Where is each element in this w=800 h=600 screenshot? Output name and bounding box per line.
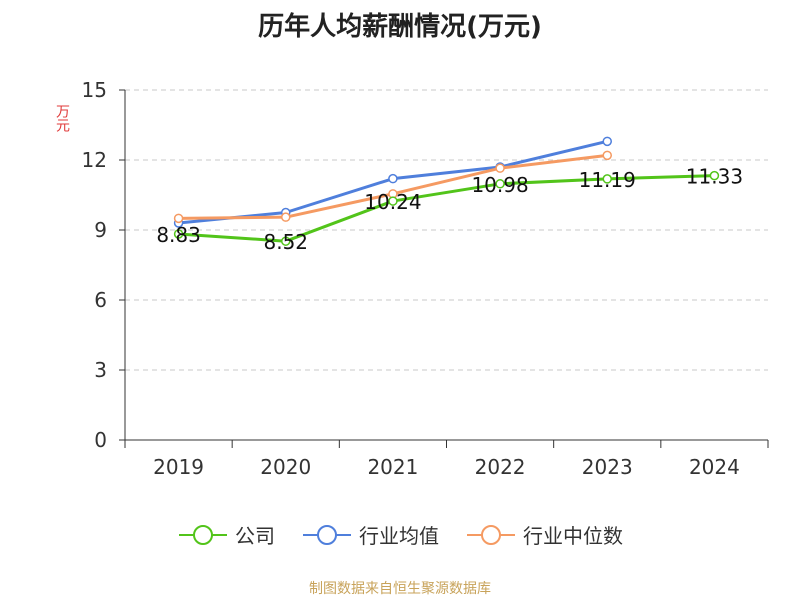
y-tick-label: 3 bbox=[94, 358, 107, 382]
legend-swatch-industry-median bbox=[467, 524, 515, 545]
legend: 公司 行业均值 行业中位数 bbox=[0, 520, 800, 549]
y-tick-label: 0 bbox=[94, 428, 107, 452]
data-label: 8.83 bbox=[156, 223, 201, 247]
data-point bbox=[495, 179, 505, 189]
data-point bbox=[602, 136, 612, 147]
data-point bbox=[281, 212, 291, 222]
y-tick-label: 15 bbox=[82, 78, 107, 102]
data-label: 10.24 bbox=[364, 190, 421, 214]
data-point bbox=[709, 170, 720, 181]
legend-label-company: 公司 bbox=[235, 524, 275, 548]
legend-item-industry-mean[interactable]: 行业均值 bbox=[301, 520, 439, 549]
y-axis-label: 万元 bbox=[54, 104, 70, 132]
legend-item-company[interactable]: 公司 bbox=[177, 520, 275, 549]
legend-label-industry-mean: 行业均值 bbox=[359, 524, 439, 548]
data-point bbox=[495, 163, 505, 173]
x-tick-label: 2020 bbox=[260, 455, 311, 479]
data-label: 11.33 bbox=[686, 165, 743, 189]
y-tick-label: 6 bbox=[94, 288, 107, 312]
x-tick-label: 2022 bbox=[475, 455, 526, 479]
data-label: 10.98 bbox=[471, 173, 528, 197]
x-tick-label: 2024 bbox=[689, 455, 740, 479]
data-point bbox=[388, 196, 398, 206]
x-tick-label: 2023 bbox=[582, 455, 633, 479]
legend-label-industry-median: 行业中位数 bbox=[523, 524, 623, 548]
data-label: 11.19 bbox=[579, 168, 636, 192]
data-point bbox=[602, 150, 612, 161]
legend-swatch-industry-mean bbox=[303, 524, 351, 545]
data-point bbox=[388, 173, 398, 184]
x-tick-label: 2021 bbox=[367, 455, 418, 479]
data-point bbox=[602, 174, 612, 184]
x-tick-label: 2019 bbox=[153, 455, 204, 479]
data-point bbox=[281, 236, 291, 246]
data-label: 8.52 bbox=[263, 230, 308, 254]
y-tick-label: 12 bbox=[82, 148, 107, 172]
source-footer: 制图数据来自恒生聚源数据库 bbox=[309, 581, 491, 597]
y-tick-label: 9 bbox=[94, 218, 107, 242]
data-point bbox=[173, 229, 184, 239]
series-line-0 bbox=[178, 174, 715, 243]
chart-title: 历年人均薪酬情况(万元) bbox=[258, 12, 542, 42]
legend-item-industry-median[interactable]: 行业中位数 bbox=[465, 520, 623, 549]
data-point bbox=[173, 213, 184, 224]
legend-swatch-company bbox=[179, 524, 227, 545]
